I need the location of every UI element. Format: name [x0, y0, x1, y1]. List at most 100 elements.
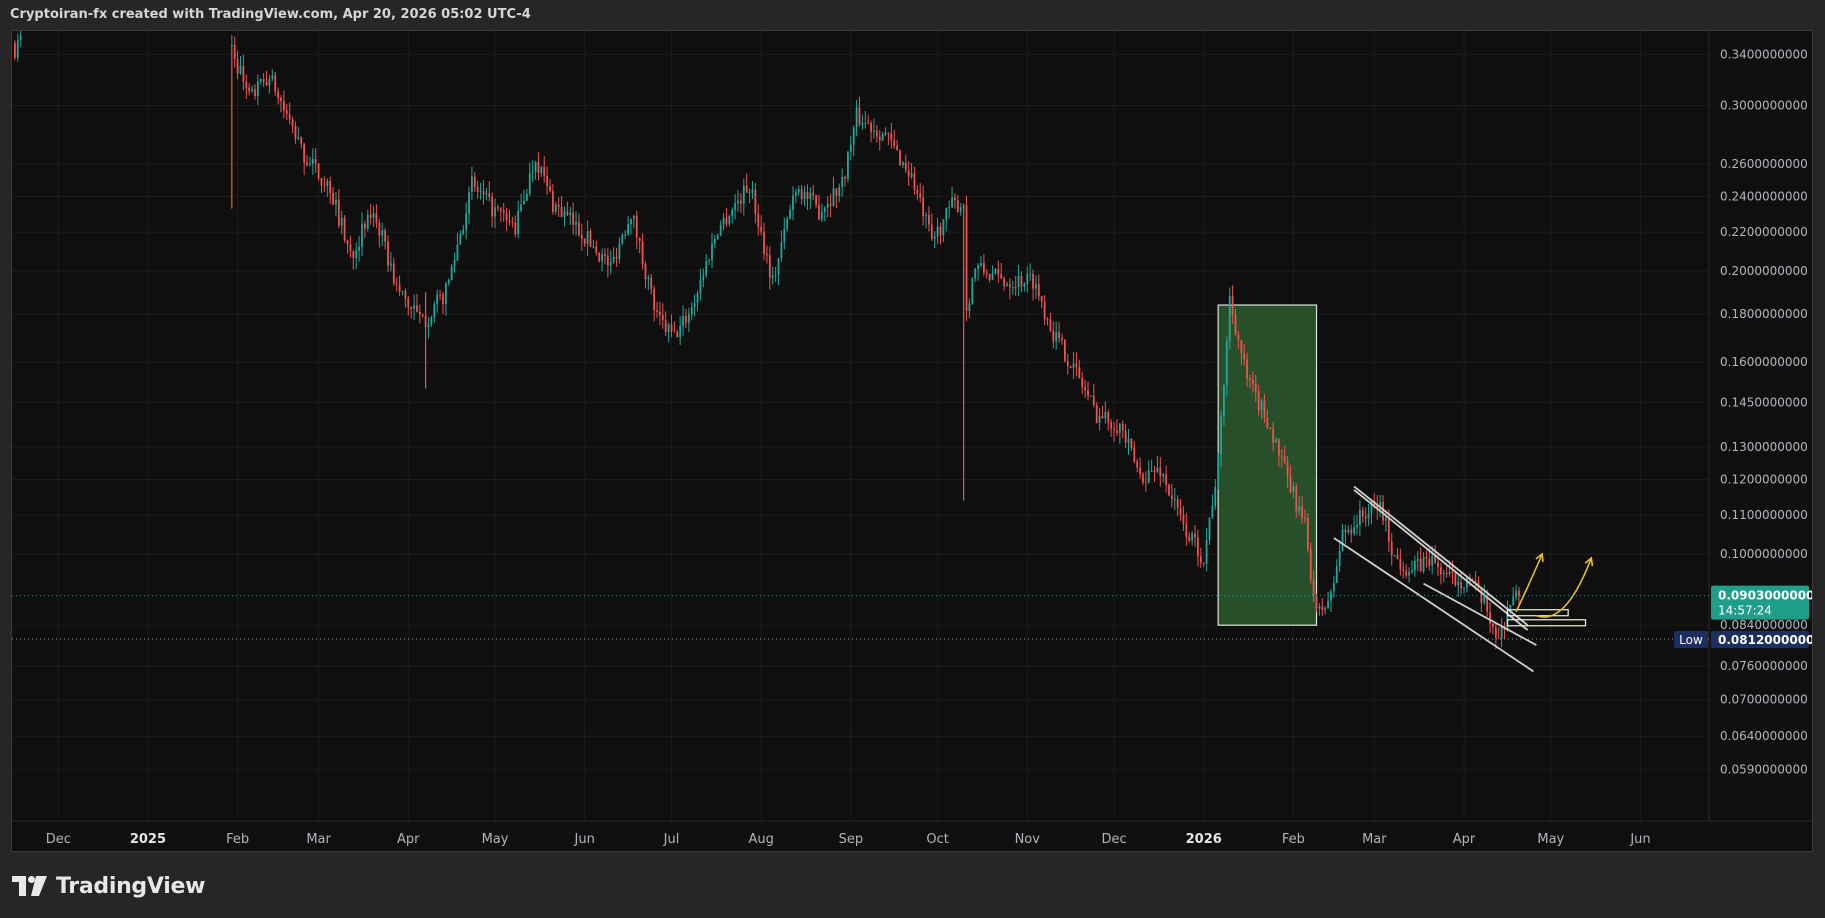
candle-body — [1118, 423, 1121, 433]
candle — [705, 254, 708, 278]
candle — [777, 258, 780, 286]
highlight-rectangle — [1217, 304, 1318, 626]
candle — [1217, 452, 1220, 490]
candle — [803, 185, 806, 206]
price-axis-label: 0.1200000000 — [1720, 473, 1808, 487]
candle-body — [1249, 378, 1251, 380]
price-axis-label: 0.1800000000 — [1720, 307, 1808, 321]
candle — [13, 39, 16, 61]
candle-body — [985, 272, 988, 274]
candle-body — [514, 222, 517, 235]
annotation-layer-front[interactable] — [1333, 485, 1594, 673]
candle-body — [387, 241, 389, 266]
candle-body — [890, 133, 893, 141]
candle — [1072, 352, 1075, 379]
candle — [473, 172, 476, 192]
candle — [326, 178, 329, 197]
candle — [300, 136, 303, 149]
candle-body — [294, 125, 297, 139]
chart-panel[interactable]: 0.3400000000 0.3000000000 0.2600000000 0.24… — [11, 26, 1814, 852]
candle-body — [1173, 499, 1176, 501]
time-axis-label: Apr — [1453, 832, 1476, 847]
candle-body — [1202, 562, 1205, 564]
candle-body — [1515, 590, 1517, 598]
candle — [566, 201, 569, 217]
candle — [450, 264, 453, 281]
candle-body — [262, 79, 265, 82]
candle-body — [1072, 363, 1075, 368]
candle-body — [343, 217, 346, 241]
candle-body — [361, 223, 363, 247]
candle — [1275, 436, 1277, 444]
candle — [1078, 359, 1081, 379]
candle-body — [427, 324, 430, 328]
candle — [713, 234, 716, 249]
candle — [332, 187, 334, 205]
candle-body — [416, 305, 418, 312]
candle-body — [390, 263, 392, 266]
candle-body — [734, 203, 737, 210]
grid-lines — [12, 31, 1709, 821]
candle-body — [1251, 379, 1254, 384]
candle-body — [1419, 558, 1422, 571]
candle — [236, 50, 239, 80]
candlestick-chart[interactable]: 0.3400000000 0.3000000000 0.2600000000 0.24… — [12, 26, 1814, 851]
candle — [1292, 481, 1295, 499]
candle — [1173, 488, 1176, 510]
countdown-timer: 14:57:24 — [1718, 604, 1772, 618]
candle — [1266, 409, 1269, 430]
candle — [887, 132, 890, 145]
candle — [479, 182, 482, 200]
candle-body — [838, 186, 841, 196]
time-axis-label: Mar — [1362, 832, 1387, 847]
candle-body — [673, 331, 676, 333]
candle — [878, 129, 881, 151]
candle-body — [1055, 331, 1058, 342]
candle-body — [1312, 579, 1315, 596]
candle-body — [1344, 530, 1347, 532]
candle-body — [1298, 506, 1301, 512]
candle — [740, 193, 742, 213]
candle — [1309, 542, 1312, 585]
candle-body — [1223, 384, 1225, 416]
time-axis-label: May — [482, 832, 509, 847]
candle-body — [1234, 315, 1237, 336]
candle-body — [1179, 507, 1182, 515]
candle — [1301, 496, 1303, 524]
tradingview-logo[interactable]: TradingView — [12, 873, 205, 899]
candle-body — [728, 216, 731, 224]
time-axis[interactable]: Dec 2025 Feb Mar Apr May Jun Jul Aug Sep Oct Nov Dec… — [12, 820, 1812, 847]
candle — [277, 87, 280, 105]
candle — [251, 85, 253, 94]
candle — [1139, 457, 1141, 479]
candle — [1463, 587, 1465, 594]
time-axis-label: Jun — [1629, 832, 1650, 847]
price-axis[interactable]: 0.3400000000 0.3000000000 0.2600000000 0.24… — [1708, 31, 1808, 821]
candle — [1223, 384, 1225, 426]
candle-body — [1035, 283, 1037, 289]
candle — [1199, 547, 1202, 568]
candle-body — [589, 231, 592, 247]
candle — [1361, 506, 1364, 523]
candle — [1234, 308, 1237, 336]
candle — [1350, 524, 1353, 543]
candle — [661, 303, 664, 329]
candle-body — [818, 204, 820, 220]
candle — [1011, 280, 1014, 296]
candle-body — [1324, 607, 1327, 610]
projection-arrow-head — [1584, 556, 1594, 567]
candle-body — [858, 107, 861, 125]
candle-body — [230, 45, 233, 47]
price-axis-label: 0.1100000000 — [1720, 508, 1808, 522]
candle-body — [913, 173, 916, 190]
candle — [355, 242, 358, 270]
candle — [401, 290, 404, 296]
candle-body — [737, 200, 739, 204]
candle-body — [1272, 428, 1275, 443]
candle-body — [1321, 606, 1324, 610]
candle-body — [19, 35, 22, 41]
candle-body — [404, 290, 407, 299]
candle-body — [523, 200, 525, 205]
candle-body — [1205, 539, 1208, 564]
candle-body — [1431, 555, 1434, 566]
